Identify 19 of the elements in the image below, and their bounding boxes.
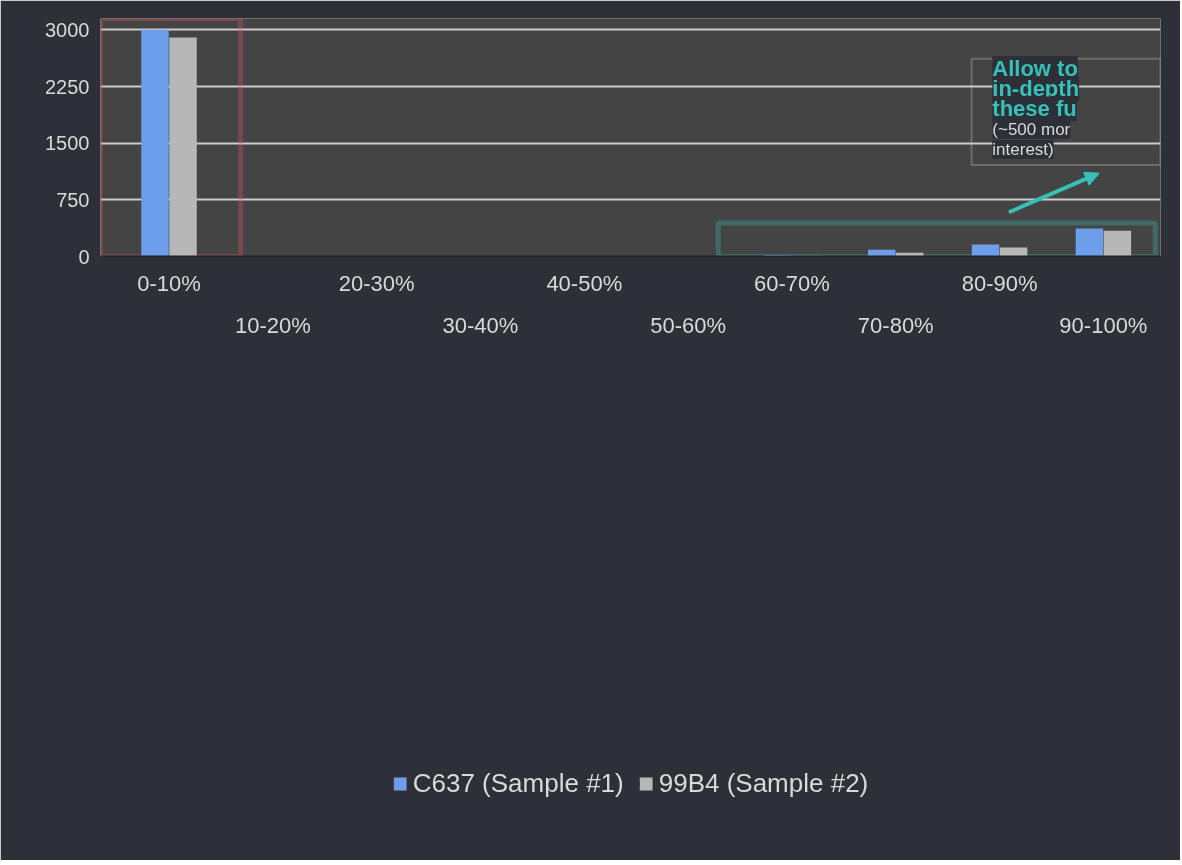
x-tick-label: 90-100% (1059, 312, 1148, 338)
x-tick-label: 0-10% (137, 270, 201, 296)
x-tick-label: 50-60% (650, 312, 727, 338)
x-tick-label: 20-30% (338, 270, 415, 296)
y-tick-label: 3000 (45, 18, 90, 41)
y-tick-label: 2250 (45, 75, 90, 98)
x-tick-label: 60-70% (754, 270, 830, 296)
x-tick-label: 80-90% (961, 270, 1038, 296)
y-tick-label: 750 (56, 188, 90, 211)
legend-label: 99B4 (Sample #2) (658, 767, 869, 799)
x-tick-label: 10-20% (234, 312, 311, 338)
annotation: Allow to in-depth these fu (992, 55, 1080, 122)
x-tick-label: 40-50% (546, 270, 623, 296)
x-tick-label: 30-40% (442, 312, 519, 338)
y-tick-label: 0 (78, 245, 90, 268)
legend-label: C637 (Sample #1) (412, 767, 624, 799)
annotation: (~500 mor interest) (992, 119, 1071, 159)
x-tick-label: 70-80% (857, 312, 934, 338)
y-tick-label: 1500 (45, 132, 90, 155)
